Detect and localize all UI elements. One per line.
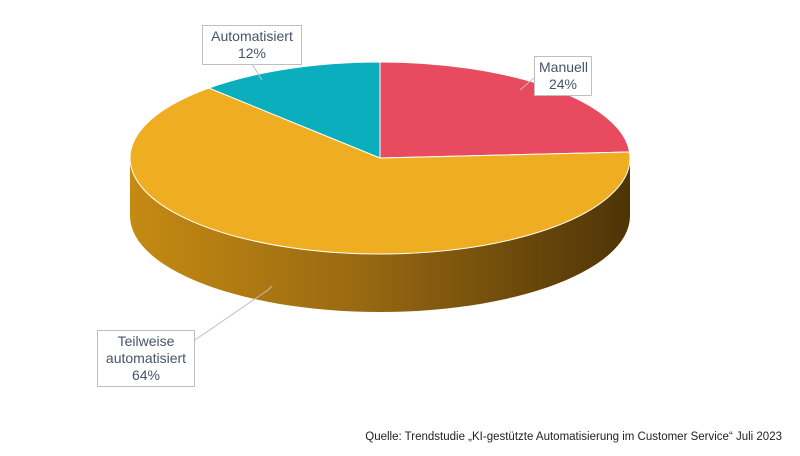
pie-side-wall-shape bbox=[130, 158, 630, 312]
slice-value-text: 12% bbox=[237, 45, 267, 61]
slice-label-text: Manuell bbox=[539, 59, 589, 75]
pie-side-wall bbox=[130, 158, 630, 312]
leader-lines bbox=[191, 63, 535, 343]
slice-value-text: 24% bbox=[548, 76, 578, 92]
leader-line-manuell bbox=[519, 77, 535, 91]
data-label-teilweise-automatisiert: Teilweise automatisiert 64% bbox=[97, 330, 195, 387]
pie-slices bbox=[129, 61, 631, 255]
data-label-automatisiert: Automatisiert 12% bbox=[202, 25, 302, 65]
slice-label-text-2: automatisiert bbox=[105, 350, 187, 366]
pie-slice-teilweise-automatisiert bbox=[129, 87, 631, 255]
leader-line-automatisiert bbox=[251, 63, 263, 81]
pie-slice-manuell bbox=[379, 61, 631, 159]
pie-slice-automatisiert bbox=[207, 61, 381, 159]
leader-line-teilweise bbox=[191, 285, 273, 343]
slice-label-text: Teilweise bbox=[117, 333, 175, 349]
slice-value-text: 64% bbox=[131, 367, 161, 383]
source-note: Quelle: Trendstudie „KI-gestützte Automa… bbox=[365, 431, 782, 443]
slice-label-text: Automatisiert bbox=[211, 28, 293, 44]
data-label-manuell: Manuell 24% bbox=[534, 56, 592, 96]
